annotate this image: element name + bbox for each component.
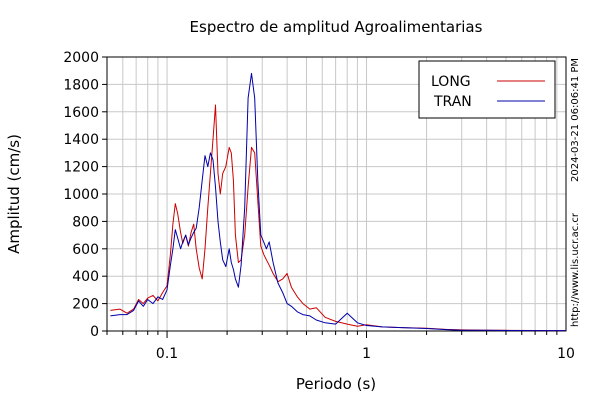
y-tick-label: 1400 [63, 132, 99, 148]
y-tick-label: 600 [72, 242, 99, 258]
legend-label-tran: TRAN [433, 94, 472, 110]
y-axis-ticks: 0 200 400 600 800 1000 1200 1400 1600 1800 2000 [63, 50, 107, 340]
y-tick-label: 200 [72, 297, 99, 313]
series-line-long [110, 104, 567, 332]
y-tick-label: 800 [72, 214, 99, 230]
legend-label-long: LONG [431, 74, 471, 90]
chart-title: Espectro de amplitud Agroalimentarias [190, 18, 483, 36]
timestamp-label: 2024-03-21 06:06:41 PM [570, 58, 581, 182]
x-tick-label: 10 [557, 346, 575, 362]
legend: LONG TRAN [418, 60, 556, 119]
source-url-label: http://www.lis.ucr.ac.cr [570, 212, 581, 327]
y-axis-label: Amplitud (cm/s) [5, 134, 23, 254]
x-axis-ticks: 0.1 1 10 [106, 331, 575, 362]
y-tick-label: 400 [72, 269, 99, 285]
y-tick-label: 1200 [63, 160, 99, 176]
y-tick-label: 1800 [63, 77, 99, 93]
y-tick-label: 0 [90, 324, 99, 340]
x-tick-label: 1 [362, 346, 371, 362]
series-lines [110, 72, 567, 332]
series-line-tran [110, 72, 566, 332]
legend-box [418, 60, 556, 119]
y-tick-label: 1000 [63, 187, 99, 203]
x-tick-label: 0.1 [156, 346, 178, 362]
y-tick-label: 1600 [63, 105, 99, 121]
y-tick-label: 2000 [63, 50, 99, 66]
x-axis-label: Periodo (s) [296, 375, 376, 393]
